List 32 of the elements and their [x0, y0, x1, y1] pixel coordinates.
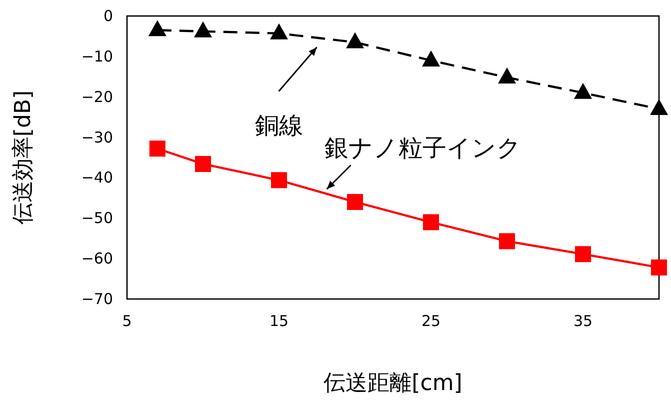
- x-tick-label: 15: [269, 312, 289, 330]
- point: [422, 50, 440, 66]
- y-axis-title: 伝送効率[dB]: [11, 90, 36, 225]
- point: [271, 172, 287, 188]
- point: [195, 156, 211, 172]
- point: [651, 259, 667, 276]
- x-tick-label: 25: [421, 312, 441, 330]
- y-tick-label: −70: [81, 290, 113, 308]
- point: [650, 98, 668, 115]
- point: [270, 23, 288, 40]
- point: [149, 140, 166, 157]
- point: [148, 20, 166, 36]
- y-tick-label: −10: [81, 47, 113, 66]
- y-tick-label: −40: [81, 168, 113, 187]
- point: [347, 194, 363, 210]
- legend-label: 銅線: [254, 111, 303, 140]
- x-axis-title: 伝送距離[cm]: [324, 371, 462, 396]
- point: [574, 82, 592, 99]
- y-tick-label: −50: [81, 209, 113, 228]
- x-tick-label: 5: [122, 312, 132, 330]
- point: [346, 32, 364, 48]
- x-tick-label: 35: [573, 312, 593, 330]
- y-tick-label: −30: [81, 128, 113, 146]
- point: [499, 233, 515, 250]
- point: [498, 67, 516, 84]
- point: [423, 214, 439, 230]
- y-tick-label: −20: [81, 88, 113, 106]
- y-tick-label: 0: [103, 7, 113, 25]
- series-label: 銀ナノ粒子インク: [324, 134, 522, 162]
- point: [194, 21, 212, 38]
- point: [575, 246, 591, 262]
- y-tick-label: −60: [81, 250, 113, 268]
